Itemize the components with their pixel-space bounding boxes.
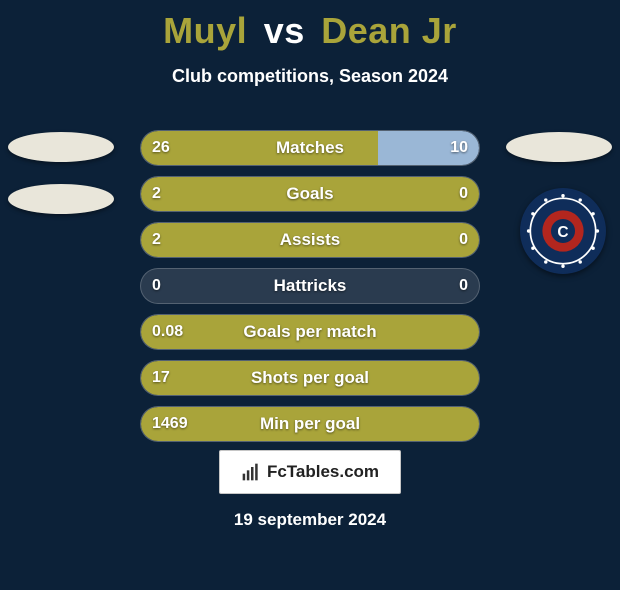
stat-row: 17Shots per goal [140,360,480,396]
stat-label: Shots per goal [140,360,480,396]
stat-label: Hattricks [140,268,480,304]
stat-row: 2610Matches [140,130,480,166]
stat-row: 20Assists [140,222,480,258]
stat-row: 1469Min per goal [140,406,480,442]
team-badge-left [8,132,114,162]
team-badge-left [8,184,114,214]
svg-text:C: C [557,224,568,241]
subtitle: Club competitions, Season 2024 [0,66,620,87]
bars-icon [241,462,261,482]
title-player-2: Dean Jr [321,10,457,51]
stat-label: Goals [140,176,480,212]
team-badge-right [506,132,612,162]
stat-label: Assists [140,222,480,258]
stat-label: Min per goal [140,406,480,442]
comparison-bars: 2610Matches 20Goals 20Assists 00Hattricks 0.… [140,130,480,452]
stat-row: 0.08Goals per match [140,314,480,350]
title-player-1: Muyl [163,10,247,51]
page-title: Muyl vs Dean Jr [0,10,620,52]
fctables-watermark: FcTables.com [219,450,401,494]
stat-label: Matches [140,130,480,166]
club-logo-right: C [520,188,606,274]
date-label: 19 september 2024 [0,510,620,530]
title-vs: vs [264,10,305,51]
fctables-label: FcTables.com [267,462,379,482]
club-logo-icon: C [520,188,606,274]
stat-label: Goals per match [140,314,480,350]
stat-row: 00Hattricks [140,268,480,304]
stat-row: 20Goals [140,176,480,212]
